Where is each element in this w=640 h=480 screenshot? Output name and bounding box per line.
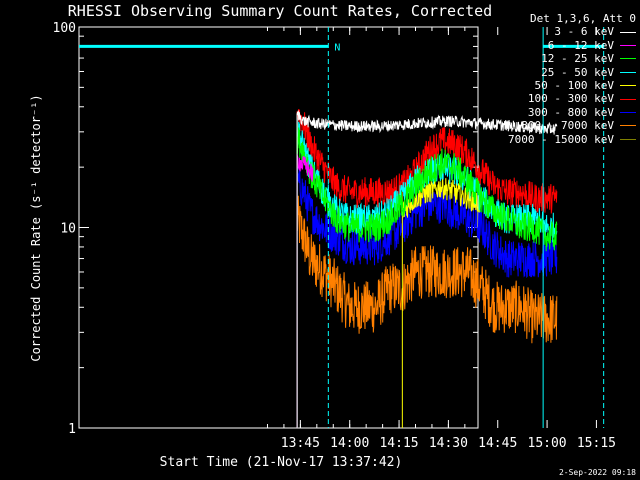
y-tick-label: 100 [53, 21, 76, 36]
legend: Det 1,3,6, Att 0 3 - 6 keV 6 - 12 keV 12 -… [478, 12, 638, 146]
legend-label: 7000 - 15000 keV [508, 132, 614, 146]
legend-label: 3 - 6 keV [554, 25, 614, 39]
series-line [296, 110, 558, 135]
series-line [296, 108, 558, 214]
y-tick-label: 10 [60, 222, 76, 237]
legend-item: 12 - 25 keV [478, 52, 638, 65]
series-line [401, 175, 482, 218]
night-label: N [334, 42, 340, 53]
x-tick-label: 14:00 [330, 436, 369, 451]
legend-item: 3 - 6 keV [478, 25, 638, 38]
series-line [296, 154, 314, 182]
footer-timestamp: 2-Sep-2022 09:18 [558, 468, 636, 477]
legend-label: 6 - 12 keV [547, 38, 614, 52]
legend-swatch [620, 45, 636, 47]
series-line [296, 123, 558, 252]
y-tick-label: 1 [68, 422, 76, 437]
series-line [296, 195, 558, 344]
legend-swatch [620, 71, 636, 73]
legend-swatch [620, 112, 636, 114]
x-tick-label: 14:15 [379, 436, 418, 451]
legend-swatch [620, 125, 636, 127]
y-axis-label: Corrected Count Rate (s⁻¹ detector⁻¹) [29, 94, 43, 361]
x-tick-label: 14:30 [429, 436, 468, 451]
x-tick-label: 15:00 [528, 436, 567, 451]
legend-label: 50 - 100 keV [534, 79, 614, 93]
legend-header: Det 1,3,6, Att 0 [530, 12, 636, 25]
plot-frame [78, 26, 479, 429]
legend-item: 800 - 7000 keV [478, 119, 638, 132]
legend-item: 50 - 100 keV [478, 79, 638, 92]
legend-label: 25 - 50 keV [541, 65, 614, 79]
x-tick-label: 14:45 [478, 436, 517, 451]
legend-item: 300 - 800 keV [478, 106, 638, 119]
legend-item: 6 - 12 keV [478, 39, 638, 52]
legend-swatch [620, 98, 636, 100]
legend-item: 100 - 300 keV [478, 92, 638, 105]
legend-label: 100 - 300 keV [527, 92, 614, 106]
x-tick-label: 15:15 [577, 436, 616, 451]
legend-label: 800 - 7000 keV [521, 119, 614, 133]
legend-rows: 3 - 6 keV 6 - 12 keV 12 - 25 keV 25 - 50 ke… [478, 25, 638, 146]
plot-area: 13:45 14:00 14:15 14:30 14:45 15:00 15:15 1 10 10… [53, 21, 616, 451]
legend-label: 12 - 25 keV [541, 52, 614, 66]
chart-title: RHESSI Observing Summary Count Rates, Co… [68, 2, 492, 20]
legend-swatch [620, 58, 636, 60]
legend-swatch [620, 85, 636, 87]
legend-item: 7000 - 15000 keV [478, 133, 638, 146]
legend-swatch [620, 31, 636, 33]
legend-label: 300 - 800 keV [527, 105, 614, 119]
legend-swatch [620, 138, 636, 140]
legend-item: 25 - 50 keV [478, 66, 638, 79]
x-axis-label: Start Time (21-Nov-17 13:37:42) [160, 455, 403, 470]
x-tick-label: 13:45 [281, 436, 320, 451]
